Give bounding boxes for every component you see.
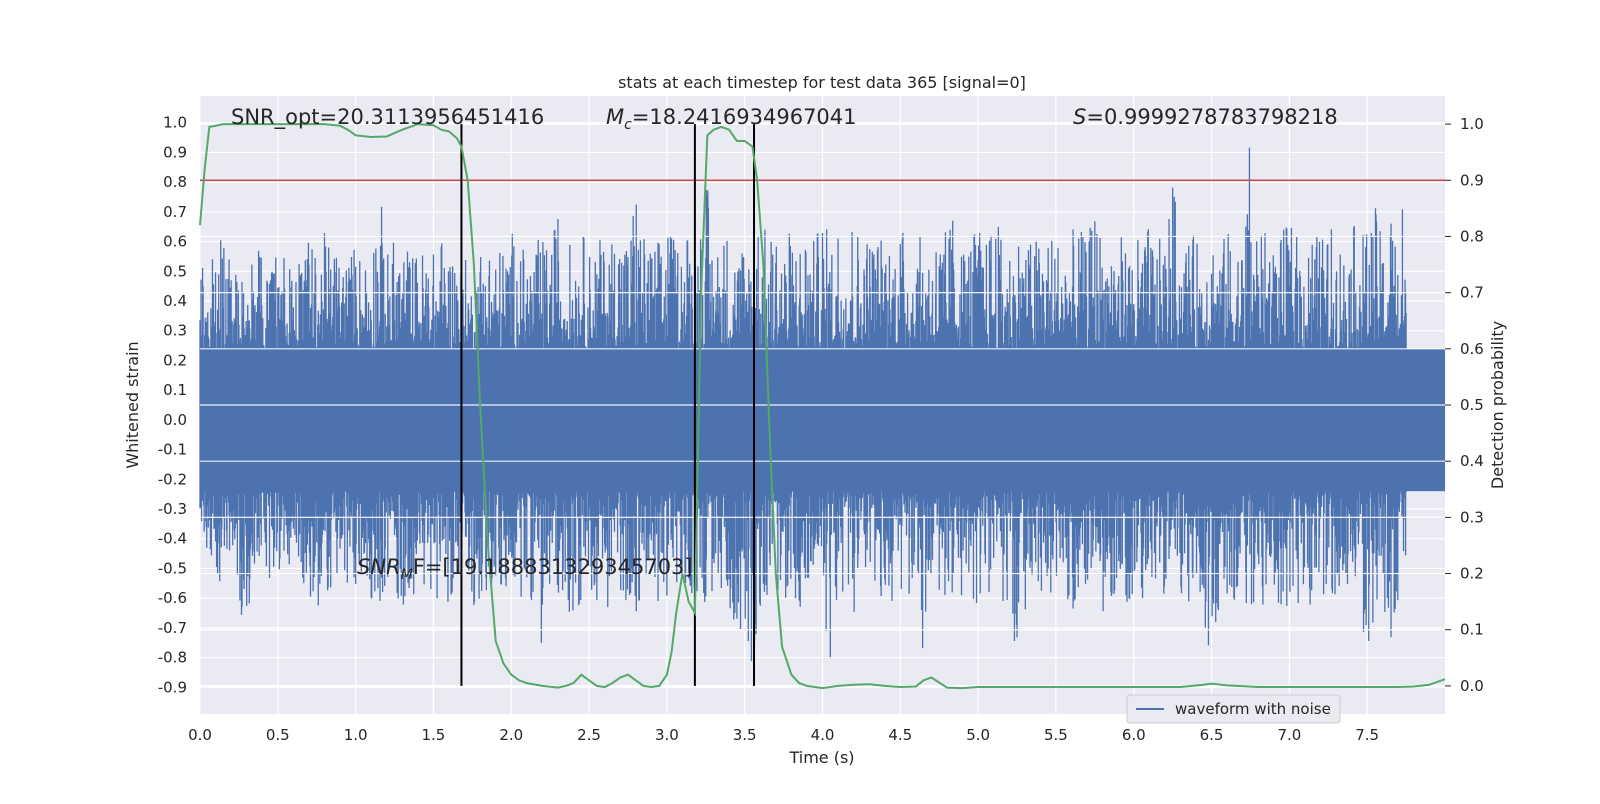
y-tick-label: -0.4 bbox=[158, 530, 187, 548]
y-tick-label: 0.3 bbox=[163, 322, 187, 340]
y2-axis-label: Detection probability bbox=[1488, 321, 1507, 489]
x-tick-label: 6.0 bbox=[1122, 726, 1146, 744]
snr-mf-value: F=[19.188831329345703] bbox=[413, 555, 693, 579]
y-tick-label: 0.6 bbox=[163, 233, 187, 251]
y2-tick-label: 1.0 bbox=[1460, 115, 1484, 133]
y-tick-label: 0.1 bbox=[163, 381, 187, 399]
legend: waveform with noise bbox=[1126, 694, 1341, 724]
x-tick-label: 4.0 bbox=[811, 726, 835, 744]
ticks: 0.0 0.5 1.0 1.5 2.0 2.5 3.0 3.5 4.0 4.5 5.0 5.5 6.0 6… bbox=[158, 114, 1484, 744]
y2-tick-label: 0.9 bbox=[1460, 171, 1484, 189]
x-tick-label: 5.5 bbox=[1044, 726, 1068, 744]
x-tick-label: 2.0 bbox=[499, 726, 523, 744]
y-tick-label: -0.1 bbox=[158, 441, 187, 459]
y-tick-label: -0.5 bbox=[158, 559, 187, 577]
y2-tick-label: 0.8 bbox=[1460, 227, 1484, 245]
y2-tick-label: 0.2 bbox=[1460, 565, 1484, 583]
y2-tick-label: 0.4 bbox=[1460, 452, 1484, 470]
y-tick-label: 1.0 bbox=[163, 114, 187, 132]
waveform-core-band bbox=[200, 348, 1445, 492]
y-tick-label: 0.0 bbox=[163, 411, 187, 429]
y2-tick-label: 0.7 bbox=[1460, 284, 1484, 302]
y-tick-label: 0.7 bbox=[163, 203, 187, 221]
y-tick-label: 0.9 bbox=[163, 143, 187, 161]
y-axis-label: Whitened strain bbox=[123, 341, 142, 468]
y-tick-label: 0.2 bbox=[163, 351, 187, 369]
y-tick-label: -0.7 bbox=[158, 619, 187, 637]
x-tick-label: 2.5 bbox=[577, 726, 601, 744]
mc-symbol: M bbox=[606, 105, 624, 129]
legend-label: waveform with noise bbox=[1175, 700, 1331, 718]
snr-mf-symbol: SNR bbox=[357, 555, 401, 579]
s-value: =0.9999278783798218 bbox=[1086, 105, 1337, 129]
y-tick-label: -0.8 bbox=[158, 649, 187, 667]
mc-annotation: Mc=18.2416934967041 bbox=[606, 105, 857, 133]
x-tick-label: 1.5 bbox=[422, 726, 446, 744]
legend-box bbox=[1126, 694, 1341, 724]
s-symbol: S bbox=[1073, 105, 1086, 129]
x-tick-label: 7.5 bbox=[1355, 726, 1379, 744]
y-tick-label: 0.8 bbox=[163, 173, 187, 191]
x-tick-label: 1.0 bbox=[344, 726, 368, 744]
y-tick-label: 0.5 bbox=[163, 262, 187, 280]
x-tick-label: 0.5 bbox=[266, 726, 290, 744]
x-tick-label: 7.0 bbox=[1277, 726, 1301, 744]
y2-tick-label: 0.6 bbox=[1460, 340, 1484, 358]
y-tick-label: 0.4 bbox=[163, 292, 187, 310]
mc-value: =18.2416934967041 bbox=[632, 105, 857, 129]
x-tick-label: 4.5 bbox=[888, 726, 912, 744]
y-tick-label: -0.2 bbox=[158, 470, 187, 488]
y2-tick-label: 0.1 bbox=[1460, 621, 1484, 639]
waveform-series bbox=[199, 123, 1445, 687]
s-annotation: S=0.9999278783798218 bbox=[1073, 105, 1338, 129]
x-tick-label: 3.5 bbox=[733, 726, 757, 744]
y2-tick-label: 0.0 bbox=[1460, 677, 1484, 695]
x-tick-label: 3.0 bbox=[655, 726, 679, 744]
y-tick-label: -0.6 bbox=[158, 589, 187, 607]
snr-mf-annotation: SNRMF=[19.188831329345703] bbox=[357, 555, 693, 583]
y-tick-label: -0.9 bbox=[158, 678, 187, 696]
snr-opt-annotation: SNR_opt=20.3113956451416 bbox=[231, 105, 544, 130]
x-tick-label: 6.5 bbox=[1200, 726, 1224, 744]
probability-series bbox=[199, 123, 1446, 690]
chart-title: stats at each timestep for test data 365… bbox=[618, 73, 1026, 92]
x-tick-label: 0.0 bbox=[188, 726, 212, 744]
y2-tick-label: 0.5 bbox=[1460, 396, 1484, 414]
x-axis-label: Time (s) bbox=[788, 748, 854, 767]
y2-tick-label: 0.3 bbox=[1460, 508, 1484, 526]
probability-line bbox=[199, 123, 1446, 690]
x-tick-label: 5.0 bbox=[966, 726, 990, 744]
y-tick-label: -0.3 bbox=[158, 500, 187, 518]
snr-mf-subscript: M bbox=[401, 567, 413, 583]
mc-subscript: c bbox=[624, 117, 632, 133]
